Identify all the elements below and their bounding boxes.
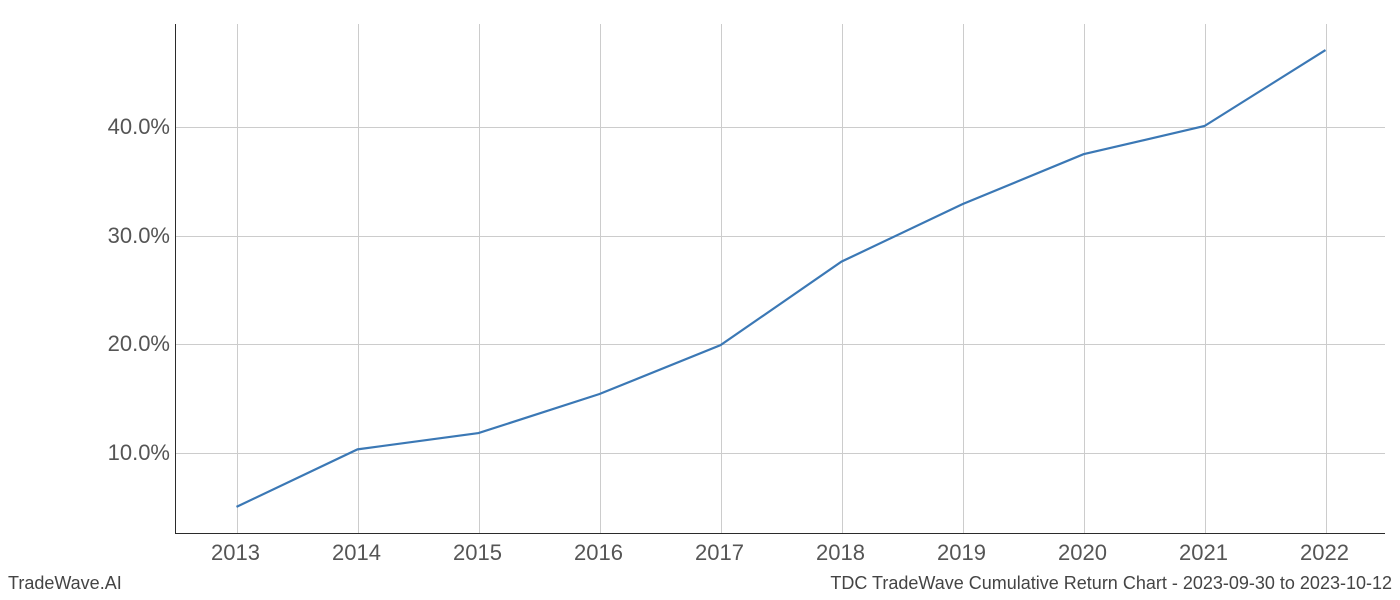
x-tick-label: 2022 [1300,540,1349,566]
x-tick-label: 2016 [574,540,623,566]
x-tick-label: 2014 [332,540,381,566]
y-tick-label: 20.0% [70,331,170,357]
line-series [176,24,1386,534]
y-tick-label: 40.0% [70,114,170,140]
x-tick-label: 2021 [1179,540,1228,566]
x-tick-label: 2018 [816,540,865,566]
x-tick-label: 2015 [453,540,502,566]
footer-left-label: TradeWave.AI [8,573,122,594]
plot-area [175,24,1385,534]
x-tick-label: 2017 [695,540,744,566]
chart-container [175,24,1385,534]
y-tick-label: 10.0% [70,440,170,466]
x-tick-label: 2019 [937,540,986,566]
y-tick-label: 30.0% [70,223,170,249]
footer-right-label: TDC TradeWave Cumulative Return Chart - … [830,573,1392,594]
x-tick-label: 2013 [211,540,260,566]
x-tick-label: 2020 [1058,540,1107,566]
